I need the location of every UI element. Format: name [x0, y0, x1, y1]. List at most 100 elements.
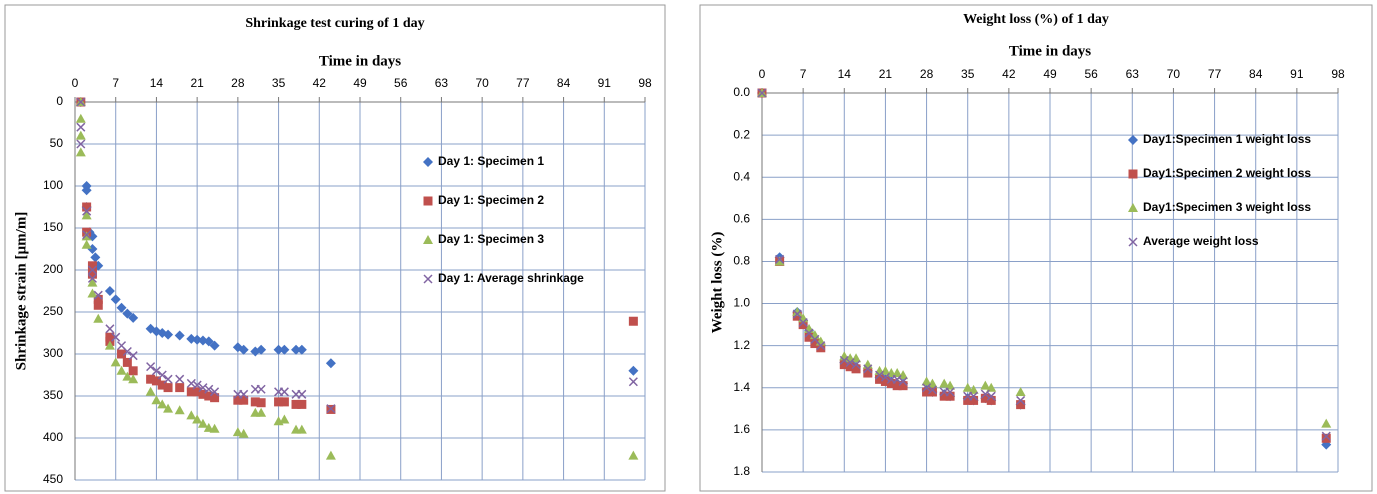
point	[116, 365, 127, 375]
point	[105, 324, 115, 334]
point	[122, 371, 133, 381]
point	[81, 239, 92, 249]
point	[174, 405, 185, 415]
point	[880, 376, 890, 386]
point	[75, 130, 86, 140]
point	[122, 346, 132, 357]
point	[986, 391, 996, 401]
point	[82, 206, 92, 216]
point	[279, 397, 289, 407]
point	[93, 290, 103, 300]
point	[239, 395, 249, 405]
point	[291, 344, 302, 355]
x-tick-label: 49	[1043, 67, 1057, 81]
point	[273, 344, 284, 355]
point	[256, 398, 266, 408]
x-tick-label: 70	[1167, 67, 1181, 81]
point	[880, 372, 890, 382]
legend-label: Day 1: Specimen 2	[438, 193, 544, 207]
point	[122, 308, 133, 319]
point	[233, 395, 243, 405]
point	[82, 230, 92, 240]
y-tick-label: 50	[50, 136, 64, 150]
point	[104, 340, 115, 350]
point	[210, 393, 220, 403]
point	[792, 309, 802, 319]
x-tick-label: 42	[313, 76, 327, 90]
point	[291, 399, 301, 409]
point	[845, 362, 855, 372]
x-tick-label: 28	[920, 67, 934, 81]
x-tick-label: 77	[1208, 67, 1222, 81]
point	[296, 424, 307, 434]
x-tick-label: 77	[516, 76, 530, 90]
point	[146, 362, 156, 372]
point	[798, 317, 808, 328]
point	[945, 380, 956, 390]
legend-marker	[1128, 237, 1138, 247]
legend-marker	[1128, 169, 1138, 179]
point	[90, 252, 101, 263]
chart-title: Weight loss (%) of 1 day	[963, 12, 1109, 27]
point	[775, 254, 785, 264]
x-tick-label: 7	[112, 76, 119, 90]
y-tick-label: 0.6	[733, 212, 750, 226]
point	[980, 380, 991, 390]
point	[186, 378, 196, 388]
point	[863, 368, 873, 378]
point	[296, 344, 307, 355]
point	[76, 122, 86, 132]
point	[274, 397, 284, 407]
point	[198, 383, 208, 393]
legend-label: Day 1: Average shrinkage	[438, 271, 584, 285]
x-tick-label: 28	[231, 76, 245, 90]
y-tick-label: 0	[56, 94, 63, 108]
point	[628, 365, 639, 376]
point	[922, 387, 932, 397]
x-tick-label: 84	[557, 76, 571, 90]
point	[110, 357, 121, 367]
point	[845, 357, 855, 368]
point	[875, 374, 885, 384]
y-axis-label: Weight loss (%)	[709, 232, 725, 334]
x-tick-label: 63	[1126, 67, 1140, 81]
x-tick-label: 35	[272, 76, 286, 90]
point	[209, 423, 220, 433]
point	[76, 97, 86, 107]
point	[792, 311, 802, 321]
point	[93, 313, 104, 323]
y-tick-label: 1.0	[733, 296, 750, 310]
point	[163, 383, 173, 393]
point	[93, 300, 103, 310]
x-tick-label: 49	[353, 76, 367, 90]
point	[969, 395, 979, 405]
point	[87, 277, 98, 287]
point	[239, 389, 249, 399]
point	[279, 414, 290, 424]
point	[810, 339, 820, 349]
x-tick-label: 98	[1331, 67, 1345, 81]
y-tick-label: 0.2	[733, 127, 750, 141]
point	[851, 360, 861, 370]
point	[82, 202, 92, 212]
x-axis-label: Time in days	[1009, 43, 1091, 59]
point	[1016, 400, 1026, 410]
x-tick-label: 84	[1249, 67, 1263, 81]
point	[969, 391, 979, 401]
point	[851, 364, 861, 374]
point	[1016, 395, 1026, 405]
point	[93, 294, 103, 304]
x-tick-label: 14	[838, 67, 852, 81]
point	[898, 376, 908, 386]
point	[151, 395, 162, 405]
legend-label: Average weight loss	[1143, 234, 1259, 248]
x-tick-label: 91	[1290, 67, 1304, 81]
point	[774, 256, 785, 266]
point	[157, 380, 167, 390]
legend-marker	[423, 274, 433, 284]
point	[875, 370, 885, 380]
point	[939, 391, 949, 401]
point	[927, 387, 937, 397]
point	[146, 374, 156, 384]
